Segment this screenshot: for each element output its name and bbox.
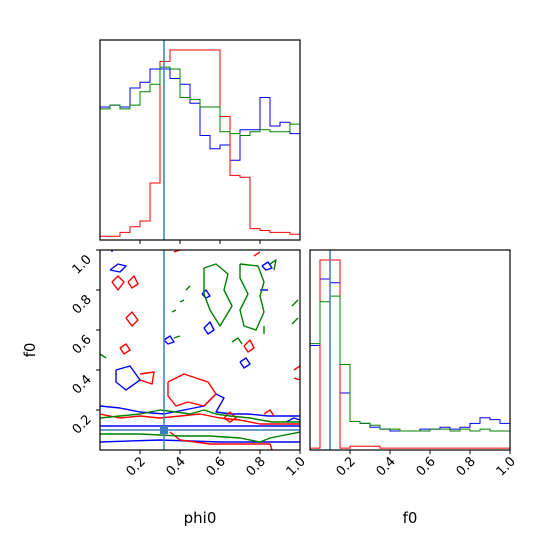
contour-15 — [125, 311, 139, 327]
contour-7 — [239, 357, 251, 369]
contour-28 — [203, 263, 233, 327]
f0-hist-series-1 — [310, 259, 510, 450]
contour-16 — [119, 343, 131, 355]
contour-12 — [285, 417, 300, 423]
f0-x-tick-label: 0.8 — [454, 454, 479, 479]
contour-35 — [179, 299, 185, 303]
phi0-hist-series-2 — [100, 66, 300, 240]
f0-histogram-frame — [309, 249, 511, 451]
phi0-histogram-frame — [99, 39, 301, 241]
contour-lines — [100, 250, 300, 450]
contour-40 — [291, 317, 299, 325]
phi0-x-tick-label: 0.6 — [204, 454, 229, 479]
f0-x-tick-label: 0.4 — [374, 454, 399, 479]
contour-25 — [263, 409, 275, 417]
contour-13 — [111, 275, 125, 291]
contour-18 — [167, 373, 217, 407]
contour-23 — [293, 365, 300, 371]
f0-y-axis-label: f0 — [21, 343, 39, 358]
phi0-x-tick-label: 1.0 — [284, 454, 309, 479]
f0-x-tick-label: 0.2 — [334, 454, 359, 479]
phi0-hist-series-0 — [100, 68, 300, 240]
phi0-histogram-series — [100, 49, 300, 240]
contour-27 — [253, 251, 261, 257]
f0-x-tick-label: 1.0 — [494, 454, 519, 479]
phi0-x-tick-label: 0.8 — [244, 454, 269, 479]
contour-22 — [243, 339, 255, 353]
contour-19 — [100, 413, 300, 425]
f0-y-tick-label: 0.6 — [70, 332, 95, 357]
contour-24 — [293, 377, 300, 381]
contour-21 — [223, 411, 237, 423]
phi0-axis-label: phi0 — [184, 509, 217, 527]
contour-8 — [261, 261, 273, 271]
phi0-hist-series-1 — [100, 49, 300, 240]
phi0-x-tick-label: 0.4 — [164, 454, 189, 479]
contour-32 — [100, 409, 300, 423]
contour-31 — [100, 353, 107, 359]
contour-0 — [109, 263, 127, 273]
contour-4 — [100, 439, 300, 443]
phi0-f0-contour-panel — [99, 249, 301, 451]
contour-14 — [127, 275, 139, 289]
contour-20 — [169, 431, 273, 450]
contour-34 — [171, 309, 177, 313]
contour-frame — [99, 249, 301, 451]
f0-y-tick-label: 0.2 — [70, 412, 95, 437]
contour-33 — [100, 431, 300, 443]
f0-y-tick-label: 1.0 — [70, 252, 95, 277]
contour-5 — [203, 321, 215, 335]
f0-histogram-series — [310, 259, 510, 450]
phi0-x-tick-label: 0.2 — [124, 454, 149, 479]
contour-36 — [173, 335, 181, 339]
contour-6 — [201, 289, 211, 299]
contour-37 — [231, 337, 243, 345]
contour-1 — [115, 365, 141, 391]
f0-hist-series-2 — [310, 295, 510, 450]
contour-29 — [239, 263, 265, 331]
f0-y-tick-label: 0.8 — [70, 292, 95, 317]
f0-y-tick-label: 0.4 — [70, 372, 95, 397]
contour-30 — [269, 259, 277, 271]
phi0-histogram-panel — [99, 39, 301, 244]
truth-marker — [160, 426, 168, 434]
f0-histogram-panel — [309, 249, 511, 451]
contour-17 — [139, 371, 155, 385]
contour-10 — [163, 335, 175, 345]
contour-39 — [291, 299, 299, 307]
f0-x-tick-label: 0.6 — [414, 454, 439, 479]
f0-axis-label: f0 — [403, 509, 418, 527]
contour-41 — [185, 285, 191, 291]
